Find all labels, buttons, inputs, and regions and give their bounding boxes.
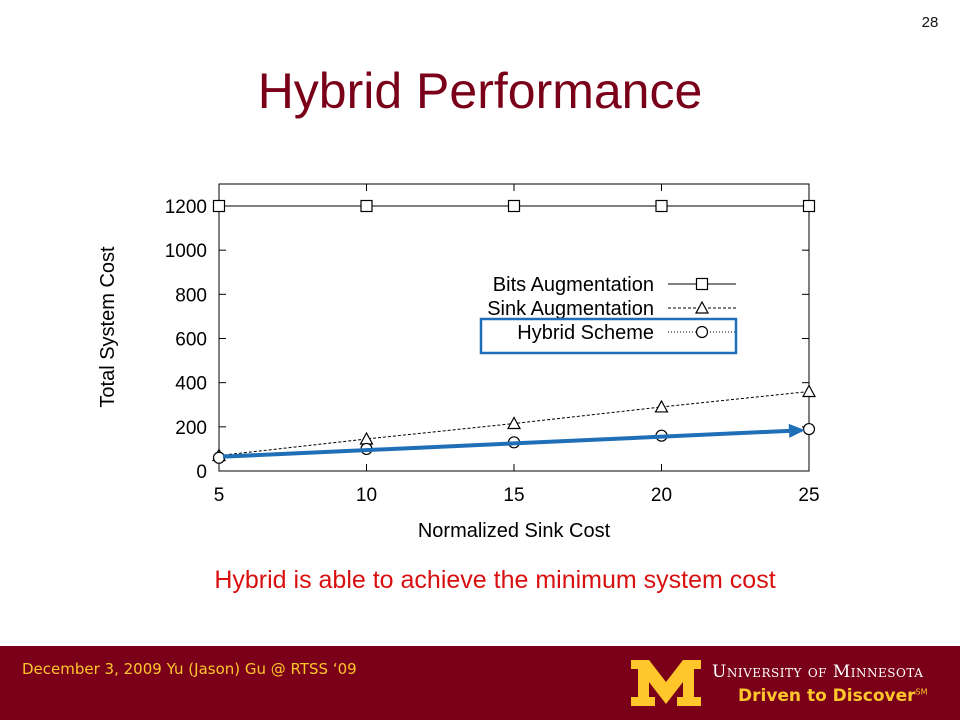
x-tick-label: 15 bbox=[503, 485, 524, 506]
y-axis-label: Total System Cost bbox=[97, 246, 119, 408]
line-chart: 5 10 15 20 25 0 200 400 600 800 1000 1200 Bits Augm… bbox=[97, 183, 820, 542]
data-point-circle bbox=[212, 451, 226, 464]
data-point-triangle bbox=[506, 416, 522, 430]
x-tick-label: 20 bbox=[651, 485, 672, 506]
data-point-square bbox=[212, 199, 226, 213]
tagline: Driven to DiscoverSM bbox=[738, 686, 927, 706]
footer-text: December 3, 2009 Yu (Jason) Gu @ RTSS ‘0… bbox=[22, 660, 357, 678]
slide-number: 28 bbox=[921, 14, 939, 31]
data-point-square bbox=[802, 199, 816, 213]
data-point-triangle bbox=[801, 384, 817, 398]
data-point-circle bbox=[802, 422, 816, 436]
x-tick-label: 25 bbox=[798, 485, 819, 506]
y-tick-label: 1000 bbox=[165, 241, 207, 262]
y-tick-label: 0 bbox=[196, 462, 207, 483]
y-tick-label: 400 bbox=[175, 374, 207, 395]
y-tick-label: 600 bbox=[175, 330, 207, 351]
data-point-square bbox=[655, 199, 668, 213]
x-tick-label: 5 bbox=[214, 485, 225, 506]
legend-label: Hybrid Scheme bbox=[517, 322, 654, 344]
caption: Hybrid is able to achieve the minimum sy… bbox=[214, 566, 776, 594]
trend-arrowhead bbox=[788, 423, 805, 438]
service-mark: SM bbox=[915, 687, 928, 697]
slide-title: Hybrid Performance bbox=[257, 63, 703, 119]
trend-arrow bbox=[222, 428, 790, 459]
data-point-triangle bbox=[654, 399, 669, 413]
legend-highlight-box bbox=[479, 317, 738, 355]
y-tick-label: 1200 bbox=[165, 197, 207, 218]
legend-marker bbox=[695, 277, 709, 291]
block-m-logo bbox=[631, 660, 701, 706]
x-axis-label: Normalized Sink Cost bbox=[418, 520, 611, 542]
legend-marker bbox=[695, 325, 709, 339]
x-tick-label: 10 bbox=[356, 485, 377, 506]
legend-label: Bits Augmentation bbox=[493, 274, 654, 296]
footer: December 3, 2009 Yu (Jason) Gu @ RTSS ‘0… bbox=[0, 646, 960, 720]
y-tick-label: 200 bbox=[175, 418, 207, 439]
tagline-text: Driven to Discover bbox=[738, 686, 916, 706]
legend-label: Sink Augmentation bbox=[487, 298, 654, 320]
legend-marker bbox=[694, 300, 710, 314]
university-name: University of Minnesota bbox=[712, 662, 924, 682]
data-point-square bbox=[360, 199, 373, 213]
y-tick-label: 800 bbox=[175, 285, 207, 306]
data-point-square bbox=[507, 199, 521, 213]
